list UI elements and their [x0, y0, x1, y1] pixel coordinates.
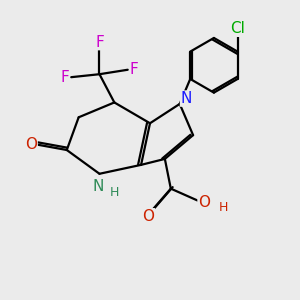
- Text: O: O: [142, 209, 154, 224]
- Text: H: H: [219, 201, 228, 214]
- Text: F: F: [95, 34, 104, 50]
- Text: H: H: [110, 186, 119, 199]
- Text: F: F: [60, 70, 69, 85]
- Text: N: N: [181, 91, 192, 106]
- Text: N: N: [92, 179, 104, 194]
- Text: O: O: [198, 194, 210, 209]
- Text: Cl: Cl: [230, 21, 245, 36]
- Text: O: O: [25, 136, 37, 152]
- Text: F: F: [130, 62, 139, 77]
